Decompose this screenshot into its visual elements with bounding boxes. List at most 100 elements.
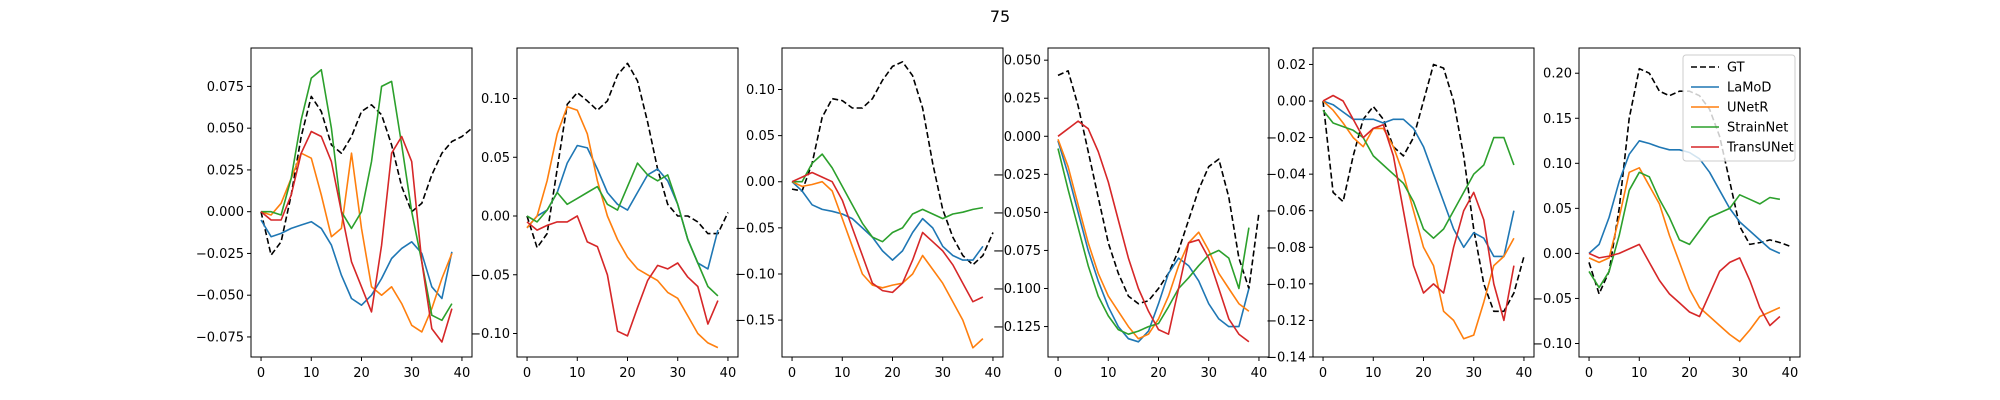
x-tick-label: 0 xyxy=(1585,366,1593,381)
series-group xyxy=(1057,70,1260,343)
legend-label-strainnet: StrainNet xyxy=(1727,121,1788,136)
y-tick-label: −0.050 xyxy=(993,206,1041,221)
y-tick-label: 0.10 xyxy=(746,83,775,98)
series-line-lamod xyxy=(1322,100,1515,258)
x-tick-label: 20 xyxy=(1150,366,1167,381)
x-tick-label: 40 xyxy=(454,366,471,381)
series-line-lamod xyxy=(791,181,984,261)
x-tick-label: 30 xyxy=(1465,366,1482,381)
y-tick-label: −0.075 xyxy=(196,330,244,345)
y-tick-label: 0.15 xyxy=(1543,112,1572,127)
x-tick-label: 0 xyxy=(257,366,265,381)
y-tick-label: −0.15 xyxy=(735,314,775,329)
x-tick-label: 30 xyxy=(1200,366,1217,381)
series-line-lamod xyxy=(1057,140,1250,343)
y-tick-label: 0.000 xyxy=(1004,130,1041,145)
legend-label-lamod: LaMoD xyxy=(1727,81,1771,96)
subplot-5: 0 10 20 30 40 −0.14 −0.12 −0.10 −0.08 −0.06 −0.04 −… xyxy=(1266,47,1535,381)
legend: GT LaMoD UNetR StrainNet TransUNet xyxy=(1682,54,1796,162)
y-tick-label: 0.050 xyxy=(207,122,244,137)
y-tick-label: 0.20 xyxy=(1543,67,1572,82)
y-tick-label: −0.04 xyxy=(1266,168,1306,183)
series-line-gt xyxy=(1057,70,1260,305)
legend-label-transunet: TransUNet xyxy=(1726,141,1794,156)
figure-title: 75 xyxy=(990,7,1010,26)
y-tick-label: −0.14 xyxy=(1266,351,1306,366)
subplot-3: 0 10 20 30 40 −0.15 −0.10 −0.05 0.00 0.05 0.10 xyxy=(735,47,1004,381)
series-group xyxy=(260,68,472,343)
series-group xyxy=(791,60,994,349)
y-tick-label: −0.050 xyxy=(196,289,244,304)
series-line-gt xyxy=(1322,63,1525,313)
x-tick-label: 20 xyxy=(884,366,901,381)
legend-label-unetr: UNetR xyxy=(1727,101,1768,116)
x-tick-label: 0 xyxy=(523,366,531,381)
x-tick-label: 10 xyxy=(834,366,851,381)
x-tick-label: 30 xyxy=(669,366,686,381)
y-tick-label: 0.00 xyxy=(1277,95,1306,110)
y-tick-label: 0.00 xyxy=(481,210,510,225)
series-line-strainnet xyxy=(1057,148,1250,336)
legend-label-gt: GT xyxy=(1727,61,1745,76)
x-tick-label: 20 xyxy=(1415,366,1432,381)
series-line-transunet xyxy=(1322,94,1515,322)
y-tick-label: 0.000 xyxy=(207,205,244,220)
x-tick-label: 30 xyxy=(1731,366,1748,381)
y-tick-label: −0.08 xyxy=(1266,241,1306,256)
series-line-strainnet xyxy=(526,162,719,297)
series-line-unetr xyxy=(791,180,984,349)
y-tick-label: −0.025 xyxy=(196,247,244,262)
y-tick-label: −0.06 xyxy=(1266,204,1306,219)
x-tick-label: 10 xyxy=(1365,366,1382,381)
y-tick-label: −0.05 xyxy=(735,221,775,236)
y-tick-label: 0.00 xyxy=(1543,247,1572,262)
series-line-transunet xyxy=(791,171,984,303)
subplots: 0 10 20 30 40−0.075−0.050−0.0250.0000.0250.0… xyxy=(196,47,1801,381)
x-tick-label: 0 xyxy=(1054,366,1062,381)
y-tick-label: 0.025 xyxy=(1004,92,1041,107)
y-tick-label: −0.100 xyxy=(993,282,1041,297)
y-tick-label: 0.10 xyxy=(1543,157,1572,172)
legend-box xyxy=(1682,54,1796,162)
y-tick-label: −0.12 xyxy=(1266,314,1306,329)
x-tick-label: 40 xyxy=(720,366,737,381)
series-line-unetr xyxy=(260,152,453,333)
x-tick-label: 40 xyxy=(985,366,1002,381)
series-line-strainnet xyxy=(1588,171,1781,289)
y-tick-label: 0.10 xyxy=(481,92,510,107)
series-line-unetr xyxy=(1322,100,1515,340)
series-line-strainnet xyxy=(1322,109,1515,239)
series-line-lamod xyxy=(526,144,719,270)
series-line-unetr xyxy=(1588,167,1781,343)
y-tick-label: −0.05 xyxy=(1532,292,1572,307)
x-tick-label: 10 xyxy=(303,366,320,381)
y-tick-label: 0.050 xyxy=(1004,54,1041,69)
plot-frame xyxy=(781,47,1004,358)
x-tick-label: 40 xyxy=(1516,366,1533,381)
x-tick-label: 20 xyxy=(353,366,370,381)
y-tick-label: −0.05 xyxy=(470,268,510,283)
series-line-lamod xyxy=(260,219,453,307)
x-tick-label: 10 xyxy=(569,366,586,381)
y-tick-label: −0.125 xyxy=(993,320,1041,335)
y-tick-label: 0.075 xyxy=(207,80,244,95)
series-line-gt xyxy=(526,62,729,249)
plot-frame xyxy=(1047,47,1270,358)
x-tick-label: 0 xyxy=(788,366,796,381)
x-tick-label: 0 xyxy=(1319,366,1327,381)
subplot-2: 0 10 20 30 40 −0.10 −0.05 0.00 0.05 0.10 xyxy=(470,47,739,381)
series-line-transunet xyxy=(1057,120,1250,343)
y-tick-label: −0.10 xyxy=(1532,337,1572,352)
y-tick-label: 0.05 xyxy=(746,129,775,144)
series-line-transunet xyxy=(526,215,719,337)
y-tick-label: −0.10 xyxy=(1266,277,1306,292)
series-line-transunet xyxy=(260,130,453,343)
x-tick-label: 40 xyxy=(1251,366,1268,381)
y-tick-label: 0.00 xyxy=(746,175,775,190)
y-tick-label: 0.02 xyxy=(1277,58,1306,73)
series-group xyxy=(526,62,729,349)
subplot-1: 0 10 20 30 40 −0.075 −0.050 −0.025 0.000 0.025 0.0… xyxy=(196,47,473,381)
y-tick-label: −0.10 xyxy=(470,327,510,342)
series-group xyxy=(1322,63,1525,340)
